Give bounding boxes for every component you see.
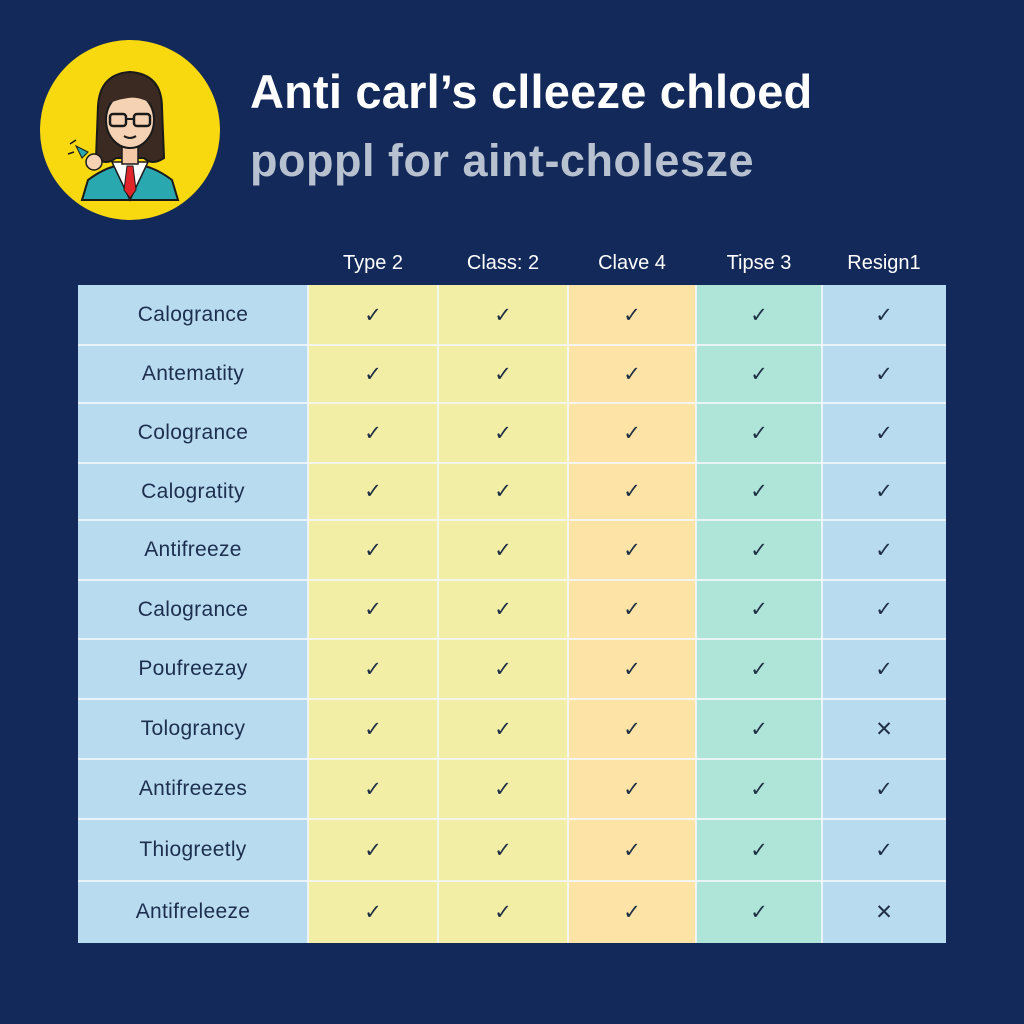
check-icon: ✓ <box>750 362 768 386</box>
row-divider <box>78 758 946 760</box>
page-title: Anti carl’s clleeze chloed <box>250 65 813 118</box>
row-divider <box>78 638 946 640</box>
check-icon: ✓ <box>750 900 768 924</box>
check-icon: ✓ <box>750 538 768 562</box>
check-icon: ✓ <box>875 538 893 562</box>
column-header-tipse3: Tipse 3 <box>726 252 792 274</box>
column-header-clave4: Clave 4 <box>598 252 666 274</box>
check-icon: ✓ <box>494 597 512 621</box>
check-icon: ✓ <box>494 303 512 327</box>
check-icon: ✓ <box>623 900 641 924</box>
check-icon: ✓ <box>750 597 768 621</box>
row-label-column-bg <box>78 285 308 943</box>
row-label: Cologrance <box>137 421 249 444</box>
check-icon: ✓ <box>494 838 512 862</box>
check-icon: ✓ <box>494 717 512 741</box>
column-divider <box>695 285 697 943</box>
check-icon: ✓ <box>623 597 641 621</box>
check-icon: ✓ <box>364 717 382 741</box>
check-icon: ✓ <box>364 838 382 862</box>
cross-icon: ✕ <box>875 900 893 924</box>
check-icon: ✓ <box>364 597 382 621</box>
check-icon: ✓ <box>494 479 512 503</box>
teacher-avatar-icon <box>40 40 220 220</box>
check-icon: ✓ <box>875 303 893 327</box>
check-icon: ✓ <box>623 657 641 681</box>
column-divider <box>567 285 569 943</box>
comparison-table: Calogrance ✓ ✓ ✓ ✓ ✓ Antematity ✓ ✓ ✓ ✓ ✓ Cologrance… <box>78 285 946 943</box>
row-label: Antifreezes <box>138 777 248 800</box>
check-icon: ✓ <box>364 421 382 445</box>
row-divider <box>78 818 946 820</box>
row-divider <box>78 880 946 882</box>
row-label: Poufreezay <box>138 657 248 680</box>
column-header-class2: Class: 2 <box>466 252 540 274</box>
column-bg-clave4 <box>568 285 696 943</box>
column-divider <box>307 285 309 943</box>
check-icon: ✓ <box>875 479 893 503</box>
check-icon: ✓ <box>364 362 382 386</box>
column-bg-tipse3 <box>696 285 822 943</box>
check-icon: ✓ <box>875 838 893 862</box>
row-divider <box>78 402 946 404</box>
column-bg-resign1 <box>822 285 946 943</box>
column-bg-type2 <box>308 285 438 943</box>
row-label: Tolograncy <box>140 717 246 740</box>
check-icon: ✓ <box>494 421 512 445</box>
check-icon: ✓ <box>494 538 512 562</box>
check-icon: ✓ <box>875 777 893 801</box>
check-icon: ✓ <box>750 421 768 445</box>
check-icon: ✓ <box>623 362 641 386</box>
row-divider <box>78 698 946 700</box>
column-divider <box>437 285 439 943</box>
row-divider <box>78 519 946 521</box>
check-icon: ✓ <box>750 303 768 327</box>
column-bg-class2 <box>438 285 568 943</box>
check-icon: ✓ <box>494 777 512 801</box>
column-divider <box>821 285 823 943</box>
check-icon: ✓ <box>494 900 512 924</box>
check-icon: ✓ <box>623 479 641 503</box>
check-icon: ✓ <box>750 777 768 801</box>
check-icon: ✓ <box>364 479 382 503</box>
row-label: Antifreleeze <box>135 900 251 923</box>
check-icon: ✓ <box>364 900 382 924</box>
check-icon: ✓ <box>364 303 382 327</box>
check-icon: ✓ <box>364 657 382 681</box>
check-icon: ✓ <box>494 657 512 681</box>
check-icon: ✓ <box>875 362 893 386</box>
check-icon: ✓ <box>623 421 641 445</box>
page-subtitle: poppl for aint-cholesze <box>250 135 755 186</box>
row-divider <box>78 344 946 346</box>
check-icon: ✓ <box>364 777 382 801</box>
check-icon: ✓ <box>875 421 893 445</box>
row-label: Thiogreetly <box>139 838 247 861</box>
check-icon: ✓ <box>623 717 641 741</box>
check-icon: ✓ <box>875 597 893 621</box>
check-icon: ✓ <box>623 838 641 862</box>
row-divider <box>78 579 946 581</box>
row-label: Antifreeze <box>144 538 242 561</box>
check-icon: ✓ <box>750 838 768 862</box>
row-divider <box>78 462 946 464</box>
check-icon: ✓ <box>494 362 512 386</box>
check-icon: ✓ <box>750 479 768 503</box>
check-icon: ✓ <box>750 717 768 741</box>
check-icon: ✓ <box>875 657 893 681</box>
check-icon: ✓ <box>623 538 641 562</box>
column-header-type2: Type 2 <box>342 252 404 274</box>
column-header-resign1: Resign1 <box>847 252 921 274</box>
check-icon: ✓ <box>623 777 641 801</box>
row-label: Calogratity <box>141 480 245 503</box>
check-icon: ✓ <box>750 657 768 681</box>
cross-icon: ✕ <box>875 717 893 741</box>
check-icon: ✓ <box>364 538 382 562</box>
row-label: Calogrance <box>137 598 249 621</box>
check-icon: ✓ <box>623 303 641 327</box>
row-label: Antematity <box>141 362 245 385</box>
row-label: Calogrance <box>137 303 249 326</box>
